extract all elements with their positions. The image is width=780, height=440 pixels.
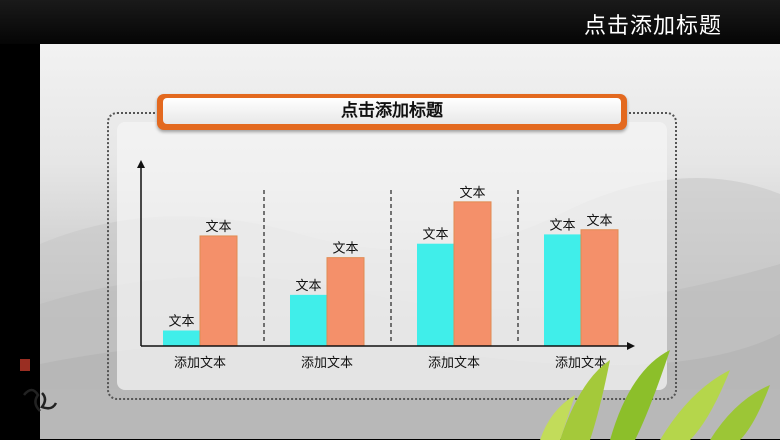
data-label: 文本	[549, 218, 575, 233]
calligraphy-seal-icon	[20, 359, 58, 412]
bar	[199, 235, 238, 347]
data-label: 文本	[332, 242, 358, 257]
bar	[453, 201, 492, 347]
bar	[326, 257, 365, 347]
category-label: 添加文本	[174, 356, 226, 371]
bar	[544, 234, 581, 346]
data-label: 文本	[205, 220, 231, 235]
data-label: 文本	[586, 214, 612, 229]
bar	[417, 243, 454, 346]
header-title: 点击添加标题	[583, 14, 722, 39]
category-label: 添加文本	[428, 356, 480, 371]
data-label: 文本	[422, 228, 448, 243]
category-label: 添加文本	[555, 356, 607, 371]
tea-leaves-icon	[540, 350, 770, 440]
category-label: 添加文本	[301, 356, 353, 371]
banner-title: 点击添加标题	[163, 98, 621, 124]
data-label: 文本	[295, 279, 321, 294]
data-label: 文本	[168, 315, 194, 330]
bar	[163, 330, 200, 346]
y-axis-arrow	[137, 160, 145, 168]
data-label: 文本	[459, 186, 485, 201]
top-bar: 点击添加标题	[0, 0, 780, 44]
x-axis-arrow	[627, 342, 635, 350]
bar	[290, 294, 327, 346]
banner: 点击添加标题	[157, 94, 627, 130]
bar	[580, 229, 619, 347]
